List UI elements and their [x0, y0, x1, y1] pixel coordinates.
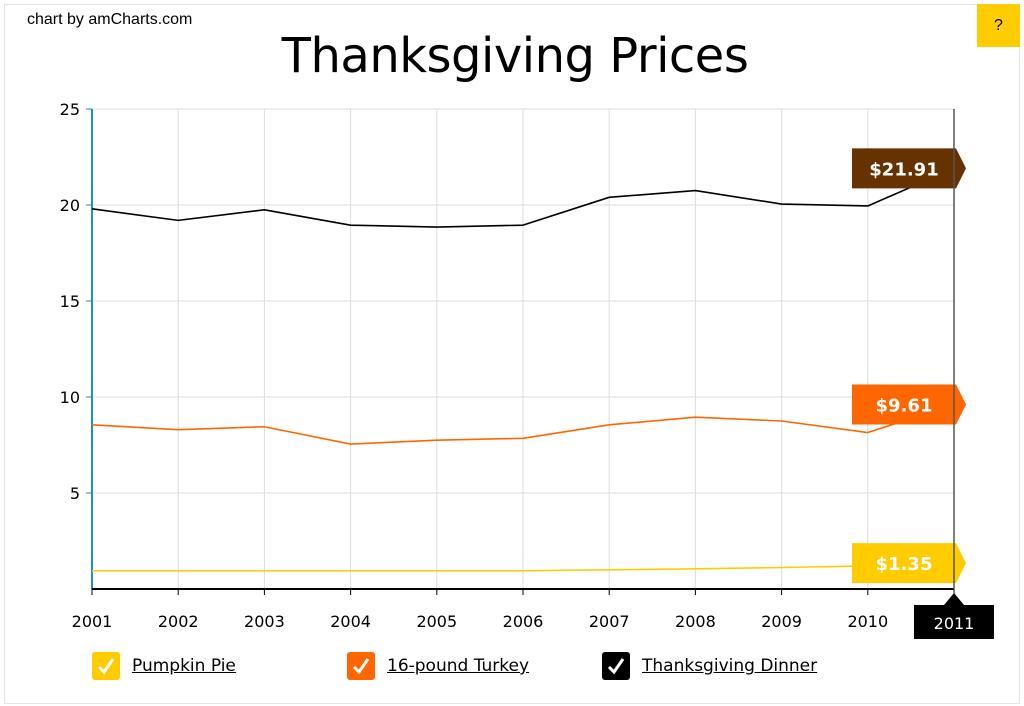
x-tick-label: 2002	[158, 612, 199, 631]
legend-check-icon[interactable]	[92, 652, 120, 680]
y-tick-label: 5	[70, 484, 80, 503]
legend-label: Pumpkin Pie	[132, 656, 236, 676]
legend-check-icon[interactable]	[602, 652, 630, 680]
value-balloons: $1.35 $9.61 $21.91	[852, 148, 966, 584]
series-line-0[interactable]	[92, 562, 955, 572]
chart-credit-link[interactable]: chart by amCharts.com	[27, 11, 193, 28]
x-tick-label: 2010	[847, 612, 888, 631]
series-line-1[interactable]	[91, 403, 955, 445]
x-tick-label: 2005	[416, 612, 457, 631]
legend-label: Thanksgiving Dinner	[642, 656, 818, 676]
value-balloon-label: $21.91	[869, 159, 938, 180]
x-tick-label: 2007	[589, 612, 630, 631]
cursor-x-label-shape	[914, 593, 994, 639]
chart-title: Thanksgiving Prices	[281, 28, 749, 84]
value-balloon-shape	[852, 543, 966, 584]
value-balloon-label: $9.61	[876, 395, 933, 416]
value-balloon-0: $1.35	[852, 543, 966, 584]
legend-label: 16-pound Turkey	[387, 656, 530, 676]
cursor-x-label-text: 2011	[934, 614, 975, 633]
legend-item-16-pound-turkey[interactable]: 16-pound Turkey	[347, 652, 529, 680]
value-balloon-shape	[852, 148, 966, 189]
line-chart[interactable]: 5 10 15 20 25 2001 2002 2003 2004 2005 2006 2007 200…	[0, 0, 1024, 650]
x-tick-label: 2003	[244, 612, 285, 631]
chart-cursor: 2011	[914, 109, 994, 639]
help-button[interactable]: ?	[977, 4, 1020, 47]
legend-item-pumpkin-pie[interactable]: Pumpkin Pie	[92, 652, 236, 680]
y-tick-label: 10	[60, 388, 80, 407]
series-lines	[91, 167, 955, 572]
series-line-2[interactable]	[91, 167, 955, 228]
axes: 5 10 15 20 25 2001 2002 2003 2004 2005 2006 2007 200…	[60, 100, 955, 631]
legend-item-thanksgiving-dinner[interactable]: Thanksgiving Dinner	[602, 652, 817, 680]
x-tick-label: 2001	[72, 612, 113, 631]
grid	[91, 108, 955, 589]
x-tick-label: 2009	[761, 612, 802, 631]
y-tick-label: 15	[60, 292, 80, 311]
value-balloon-label: $1.35	[876, 554, 933, 575]
value-balloon-2: $21.91	[852, 148, 966, 189]
legend-check-icon[interactable]	[347, 652, 375, 680]
x-tick-label: 2008	[675, 612, 716, 631]
cursor-x-label: 2011	[914, 593, 994, 639]
legend: Pumpkin Pie 16-pound Turkey Thanksgiving…	[0, 652, 1024, 688]
y-tick-label: 20	[60, 196, 80, 215]
x-tick-label: 2004	[330, 612, 371, 631]
value-balloon-1: $9.61	[852, 384, 966, 425]
chart-frame	[4, 4, 1020, 704]
x-tick-label: 2006	[503, 612, 544, 631]
y-tick-label: 25	[60, 100, 80, 119]
value-balloon-shape	[852, 384, 966, 425]
